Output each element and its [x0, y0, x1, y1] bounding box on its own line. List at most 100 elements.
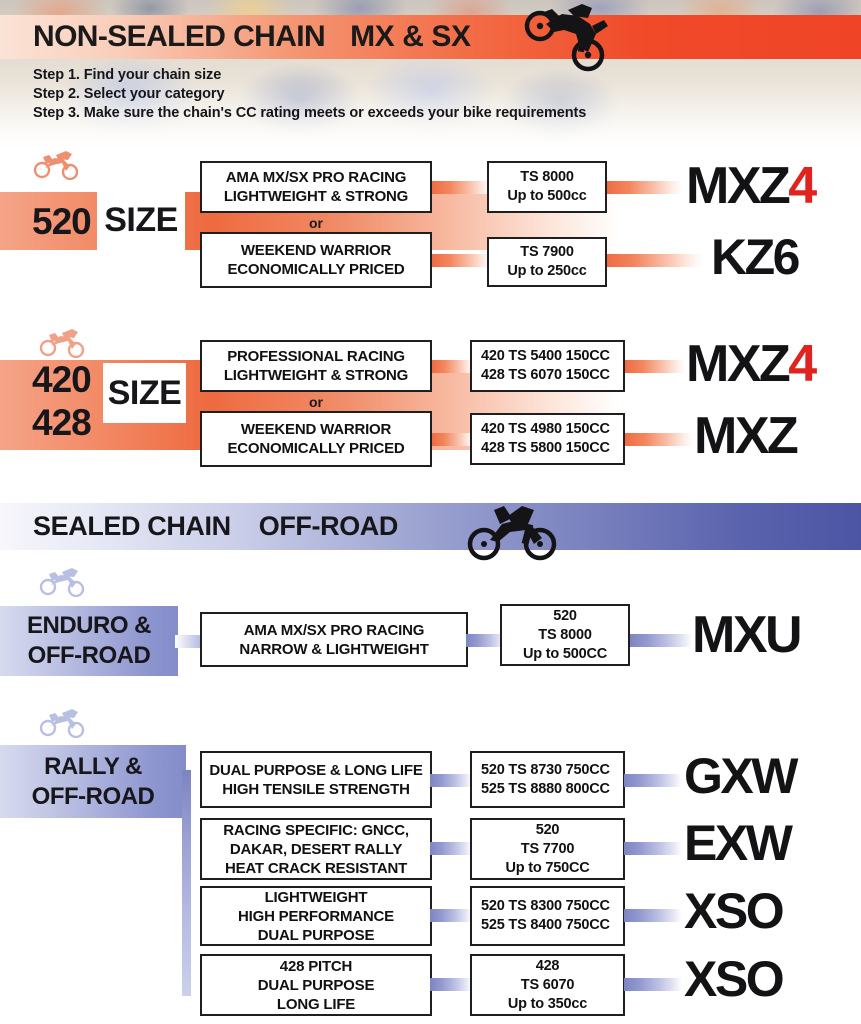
spec-line: 428 TS 5800 150CC — [481, 440, 610, 456]
connector-arrow — [624, 842, 682, 855]
size-number-520: 520 — [32, 201, 92, 242]
connector-arrow — [625, 433, 693, 446]
category-block-enduro-offroad[interactable]: ENDURO & OFF-ROAD — [0, 606, 178, 676]
spec-line: 420 TS 4980 150CC — [481, 421, 610, 437]
connector-arrow — [630, 634, 692, 647]
product-name-exw: EXW — [684, 815, 793, 871]
size-word-box-420-428: SIZE — [103, 363, 186, 423]
spec-box-420-428-weekend[interactable]: 420 TS 4980 150CC 428 TS 5800 150CC — [470, 413, 625, 465]
spec-box-rally-exw[interactable]: 520 TS 7700 Up to 750CC — [470, 818, 625, 880]
category-line: LIGHTWEIGHT & STRONG — [223, 367, 409, 384]
product-base: KZ6 — [711, 229, 800, 285]
connector-arrow — [624, 909, 682, 922]
product-accent: 4 — [788, 157, 817, 215]
enduro-bike-icon — [467, 506, 557, 561]
category-box-520-pro[interactable]: AMA MX/SX PRO RACING LIGHTWEIGHT & STRON… — [200, 161, 432, 213]
size-number-420: 420 — [32, 359, 92, 400]
spec-line: TS 8000 — [538, 626, 592, 643]
category-block-rally-offroad[interactable]: RALLY & OFF-ROAD — [0, 745, 186, 818]
spec-box-rally-xso-520[interactable]: 520 TS 8300 750CC 525 TS 8400 750CC — [470, 886, 625, 946]
category-box-rally-racing-specific[interactable]: RACING SPECIFIC: GNCC, DAKAR, DESERT RAL… — [200, 818, 432, 880]
spec-line: 420 TS 5400 150CC — [481, 348, 610, 364]
size-word-box-520: SIZE — [97, 190, 185, 250]
spec-line: 520 — [553, 607, 577, 624]
category-line: ECONOMICALLY PRICED — [227, 261, 405, 278]
small-bike-icon — [39, 709, 85, 738]
category-box-enduro-ama[interactable]: AMA MX/SX PRO RACING NARROW & LIGHTWEIGH… — [200, 612, 468, 667]
category-line: LIGHTWEIGHT & STRONG — [223, 188, 409, 205]
category-block-line: OFF-ROAD — [31, 782, 155, 810]
category-line: LONG LIFE — [276, 995, 356, 1013]
spec-line: TS 8000 — [520, 169, 574, 185]
category-line: DUAL PURPOSE — [257, 926, 375, 944]
category-line: DUAL PURPOSE — [257, 976, 375, 994]
product-name-mxz: MXZ — [694, 410, 799, 462]
connector-arrow — [430, 842, 472, 855]
spec-box-rally-gxw[interactable]: 520 TS 8730 750CC 525 TS 8880 800CC — [470, 751, 625, 808]
spec-line: 428 — [535, 957, 560, 974]
connector-arrow — [432, 254, 492, 267]
category-line: PROFESSIONAL RACING — [227, 348, 405, 365]
product-name-xso-428: XSO — [684, 951, 785, 1007]
motocross-bike-icon — [524, 4, 608, 72]
product-base: EXW — [684, 815, 793, 871]
step-3: Step 3. Make sure the chain's CC rating … — [33, 105, 587, 121]
spec-line: 525 TS 8880 800CC — [481, 780, 610, 797]
category-block-line: ENDURO & — [26, 612, 152, 639]
connector-arrow — [624, 774, 682, 787]
category-box-rally-lightweight[interactable]: LIGHTWEIGHT HIGH PERFORMANCE DUAL PURPOS… — [200, 886, 432, 946]
product-accent: 4 — [788, 335, 817, 393]
category-line: WEEKEND WARRIOR — [240, 421, 392, 438]
connector-arrow — [430, 909, 472, 922]
product-base: MXU — [692, 606, 803, 664]
spec-box-enduro-520[interactable]: 520 TS 8000 Up to 500CC — [500, 604, 630, 666]
category-block-line: OFF-ROAD — [27, 642, 151, 669]
category-line: RACING SPECIFIC: GNCC, — [223, 821, 409, 839]
category-box-520-weekend[interactable]: WEEKEND WARRIOR ECONOMICALLY PRICED — [200, 232, 432, 288]
small-bike-icon — [33, 151, 79, 180]
size-word-label-520: SIZE — [104, 200, 178, 239]
category-line: LIGHTWEIGHT — [264, 888, 368, 906]
connector-arrow — [624, 978, 682, 991]
non-sealed-banner-title: NON-SEALED CHAIN — [33, 20, 326, 53]
small-bike-icon — [39, 329, 85, 358]
connector-arrow — [430, 978, 472, 991]
spec-box-520-ts8000[interactable]: TS 8000 Up to 500cc — [487, 161, 607, 213]
category-box-420-pro[interactable]: PROFESSIONAL RACING LIGHTWEIGHT & STRONG — [200, 340, 432, 392]
or-label-520: or — [309, 215, 323, 231]
product-name-kz6: KZ6 — [711, 229, 800, 285]
spec-box-420-428-racing[interactable]: 420 TS 5400 150CC 428 TS 6070 150CC — [470, 340, 625, 392]
connector-arrow — [430, 774, 472, 787]
small-bike-icon — [39, 568, 85, 597]
product-base: XSO — [684, 951, 785, 1007]
product-base: MXZ — [686, 157, 791, 215]
step-2: Step 2. Select your category — [33, 86, 225, 102]
category-box-rally-dual-purpose[interactable]: DUAL PURPOSE & LONG LIFE HIGH TENSILE ST… — [200, 751, 432, 808]
category-line: DUAL PURPOSE & LONG LIFE — [209, 761, 423, 779]
instruction-steps: Step 1. Find your chain size Step 2. Sel… — [33, 66, 586, 123]
spec-line: Up to 750CC — [505, 859, 590, 876]
category-block-line: RALLY & — [44, 752, 142, 780]
product-base: GXW — [684, 748, 798, 804]
product-base: XSO — [684, 883, 785, 939]
spec-box-rally-xso-428[interactable]: 428 TS 6070 Up to 350cc — [470, 954, 625, 1016]
category-line: AMA MX/SX PRO RACING — [225, 169, 407, 186]
spec-line: Up to 250cc — [507, 263, 587, 279]
vertical-connector-rally — [182, 770, 191, 996]
connector-arrow — [625, 360, 685, 373]
connector-arrow — [607, 254, 702, 267]
spec-line: TS 7700 — [520, 840, 575, 857]
or-label-420-428: or — [309, 394, 323, 410]
category-line: HEAT CRACK RESISTANT — [224, 859, 408, 877]
product-base: MXZ — [686, 335, 791, 393]
product-name-mxz4: MXZ4 — [686, 157, 817, 215]
category-line: NARROW & LIGHTWEIGHT — [239, 640, 429, 658]
sealed-chain-banner: SEALED CHAIN OFF-ROAD — [0, 503, 861, 550]
category-box-420-weekend[interactable]: WEEKEND WARRIOR ECONOMICALLY PRICED — [200, 411, 432, 467]
spec-line: 428 TS 6070 150CC — [481, 367, 610, 383]
size-number-428: 428 — [32, 402, 92, 443]
category-box-rally-428-pitch[interactable]: 428 PITCH DUAL PURPOSE LONG LIFE — [200, 954, 432, 1016]
spec-box-520-ts7900[interactable]: TS 7900 Up to 250cc — [487, 237, 607, 287]
category-line: WEEKEND WARRIOR — [240, 242, 392, 259]
